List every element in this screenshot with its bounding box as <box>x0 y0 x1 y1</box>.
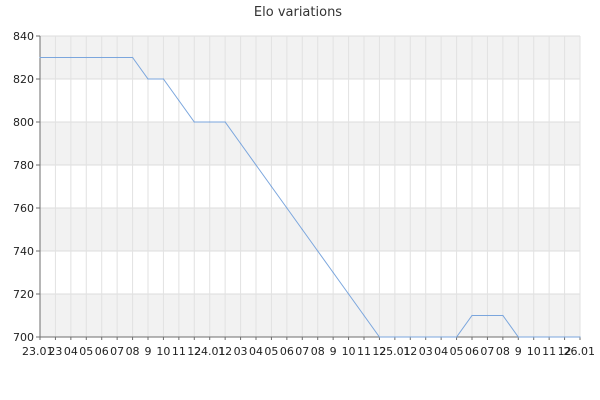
data-point <box>39 56 41 59</box>
x-tick-label: 08 <box>126 345 140 358</box>
axes <box>36 35 581 340</box>
data-point <box>70 56 72 59</box>
x-tick-label: 12 <box>558 345 572 358</box>
y-tick-labels: 700 720 740 760 780 800 820 840 <box>13 30 34 344</box>
x-tick-label: 9 <box>330 345 337 358</box>
data-point <box>85 56 87 59</box>
x-tick-label: 26.01 <box>564 345 596 358</box>
data-point <box>409 336 411 338</box>
y-tick-label: 760 <box>13 202 34 215</box>
y-tick-label: 800 <box>13 116 34 129</box>
x-tick-label: 10 <box>156 345 170 358</box>
x-tick-label: 07 <box>480 345 494 358</box>
x-tick-label: 03 <box>419 345 433 358</box>
data-point <box>116 56 118 59</box>
y-tick-label: 740 <box>13 245 34 258</box>
x-tick-label: 08 <box>311 345 325 358</box>
data-point <box>486 314 489 317</box>
data-point <box>332 271 334 274</box>
x-tick-label: 03 <box>234 345 248 358</box>
data-point <box>131 56 134 59</box>
x-tick-label: 24.01 <box>194 345 226 358</box>
data-point <box>378 336 381 338</box>
y-tick-label: 780 <box>13 159 34 172</box>
x-tick-label: 04 <box>64 345 78 358</box>
y-tick-label: 720 <box>13 288 34 301</box>
data-point <box>301 228 303 231</box>
data-point <box>579 336 581 338</box>
x-tick-label: 10 <box>527 345 541 358</box>
x-tick-label: 07 <box>110 345 124 358</box>
data-point <box>209 121 211 123</box>
data-point <box>517 336 519 338</box>
x-tick-label: 06 <box>95 345 109 358</box>
x-tick-label: 05 <box>450 345 464 358</box>
data-point <box>425 336 427 338</box>
x-tick-label: 12 <box>218 345 232 358</box>
x-tick-label: 9 <box>515 345 522 358</box>
data-point <box>270 185 273 188</box>
grid-lines <box>39 35 581 338</box>
data-point <box>286 207 288 209</box>
data-point <box>563 336 566 338</box>
data-point <box>317 250 319 252</box>
x-tick-label: 06 <box>280 345 294 358</box>
plot-bands <box>40 36 580 337</box>
x-tick-label: 07 <box>295 345 309 358</box>
series-line <box>40 57 580 338</box>
x-tick-label: 04 <box>249 345 263 358</box>
series-layer <box>39 56 581 338</box>
x-tick-label: 11 <box>172 345 186 358</box>
plot-band <box>40 208 580 251</box>
x-tick-label: 06 <box>465 345 479 358</box>
data-point <box>239 142 242 145</box>
x-tick-label: 08 <box>496 345 510 358</box>
x-tick-label: 04 <box>434 345 448 358</box>
x-tick-label: 9 <box>145 345 152 358</box>
data-point <box>471 314 473 317</box>
data-point <box>178 99 180 102</box>
x-tick-label: 25.01 <box>379 345 411 358</box>
x-tick-label: 12 <box>403 345 417 358</box>
y-tick-label: 700 <box>13 331 34 344</box>
x-tick-label: 12 <box>187 345 201 358</box>
y-tick-label: 820 <box>13 73 34 86</box>
x-tick-label: 23 <box>48 345 62 358</box>
chart-title: Elo variations <box>254 5 342 20</box>
data-point <box>54 56 57 59</box>
x-tick-label: 10 <box>342 345 356 358</box>
data-point <box>440 336 442 338</box>
y-tick-label: 840 <box>13 30 34 43</box>
data-point <box>255 164 257 166</box>
data-point <box>347 293 350 295</box>
x-tick-label: 12 <box>372 345 386 358</box>
data-point <box>101 56 103 59</box>
data-point <box>193 121 195 123</box>
x-tick-label: 05 <box>79 345 93 358</box>
data-point <box>455 336 458 338</box>
x-tick-label: 11 <box>542 345 556 358</box>
plot-band <box>40 122 580 165</box>
data-point <box>502 314 504 317</box>
data-point <box>224 121 226 123</box>
x-tick-label: 05 <box>264 345 278 358</box>
data-point <box>147 78 149 80</box>
x-tick-label: 23.01 <box>22 345 54 358</box>
x-tick-label: 11 <box>357 345 371 358</box>
data-point <box>162 78 165 80</box>
data-point <box>394 336 396 338</box>
data-point <box>533 336 535 338</box>
data-point <box>363 314 365 317</box>
data-point <box>548 336 550 338</box>
